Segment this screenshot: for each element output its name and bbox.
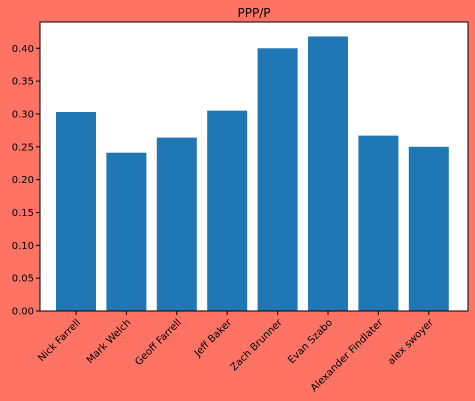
x-tick-label: Zach Brunner [229, 317, 286, 374]
y-axis: 0.00 0.05 0.10 0.15 0.20 0.25 0.30 0.35 0.40 [12, 44, 40, 318]
y-tick-label: 0.35 [12, 77, 34, 88]
y-tick-label: 0.05 [12, 274, 34, 285]
x-axis: Nick Farrell Mark Welch Geoff Farrell Jeff … [36, 311, 437, 394]
x-tick-label: Jeff Baker [192, 317, 235, 360]
y-tick-label: 0.40 [12, 44, 34, 55]
plot-frame [39, 21, 469, 312]
x-tick-label: Geoff Farrell [133, 317, 184, 368]
x-tick-label: Nick Farrell [36, 317, 83, 364]
y-tick-label: 0.25 [12, 142, 34, 153]
plot-area [39, 21, 469, 312]
bar [408, 146, 449, 311]
x-tick-label: Evan Szabo [286, 317, 335, 366]
chart-title: PPP/P [238, 6, 271, 20]
x-tick-label: Mark Welch [85, 317, 134, 366]
bar [257, 48, 298, 311]
bar [56, 111, 96, 311]
y-tick-label: 0.10 [12, 241, 34, 252]
bar [156, 137, 197, 311]
y-tick-label: 0.00 [12, 307, 34, 318]
y-tick-label: 0.15 [12, 208, 34, 219]
y-tick-label: 0.20 [12, 175, 34, 186]
bar [358, 135, 399, 311]
bar [106, 152, 147, 311]
bar [207, 110, 248, 311]
bar [308, 36, 348, 311]
x-tick-label: alex swoyer [386, 317, 437, 368]
y-tick-label: 0.30 [12, 109, 34, 120]
bars-group [56, 36, 449, 311]
